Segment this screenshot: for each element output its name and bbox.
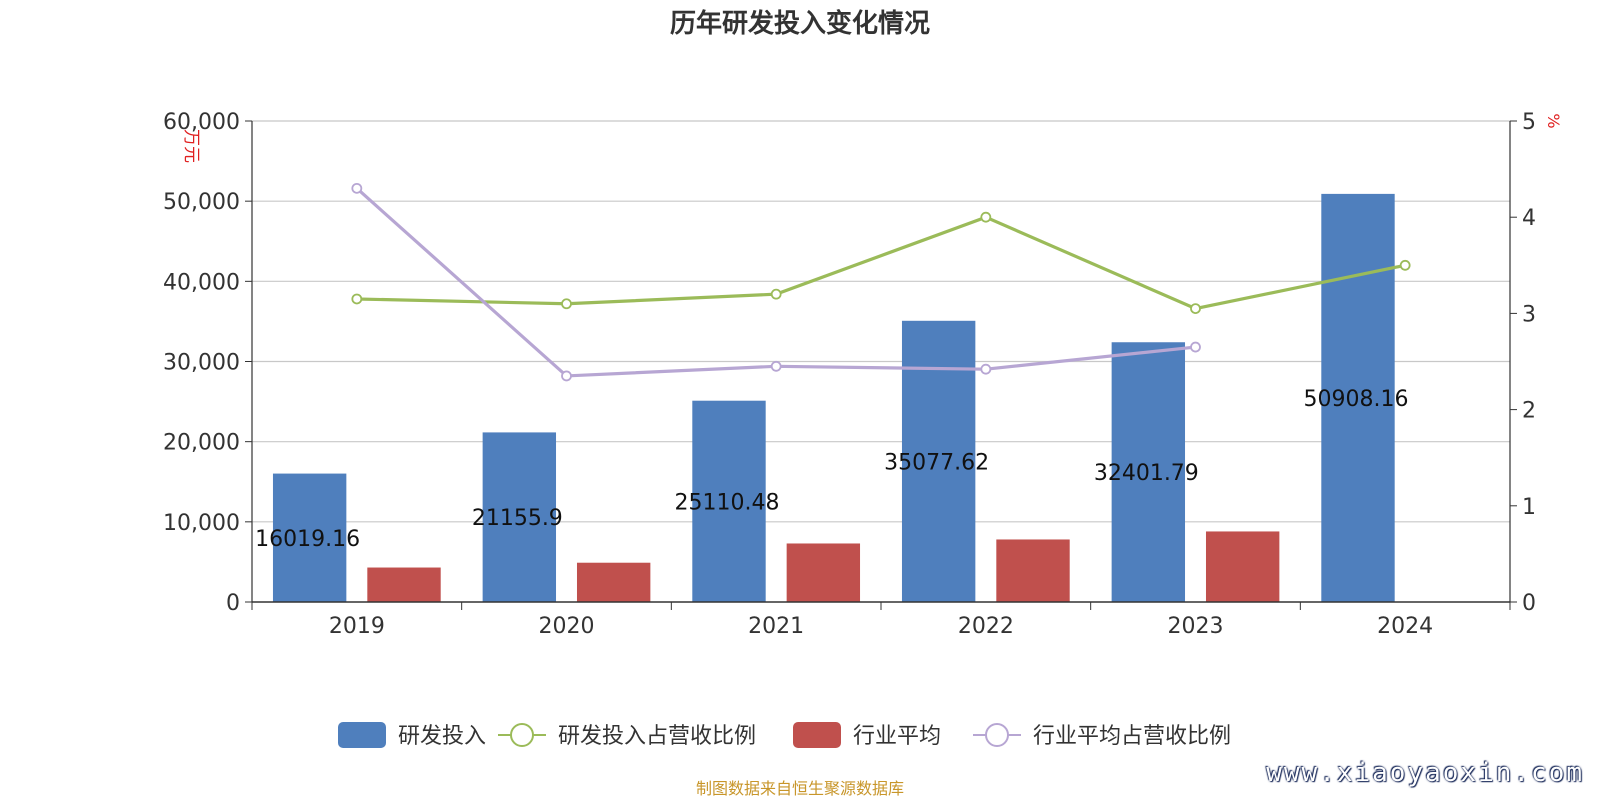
x-axis-tick-label: 2022 (958, 614, 1014, 639)
left-axis-tick-label: 10,000 (163, 511, 240, 536)
legend-label: 研发投入占营收比例 (558, 724, 756, 749)
series-line-3 (355, 187, 1196, 378)
bar-2024-rd (1321, 193, 1395, 603)
bar-2021-rd (692, 400, 766, 602)
bar-2020-industry (576, 562, 651, 602)
line-point (980, 363, 992, 375)
chart-title: 历年研发投入变化情况 (670, 8, 930, 39)
bar-2020-rd (482, 432, 557, 602)
left-axis-tick-label: 20,000 (163, 431, 240, 456)
line-point (561, 370, 572, 382)
legend-label: 行业平均占营收比例 (1033, 724, 1231, 749)
bar-2023-industry (1205, 531, 1280, 602)
right-axis-unit: % (1544, 113, 1563, 128)
right-axis-tick-label: 5 (1522, 110, 1536, 135)
bar-data-label: 32401.79 (1094, 461, 1199, 486)
axes: 0 10,000 20,000 30,000 40,000 50,000 60,000 0 1 2… (163, 110, 1536, 639)
x-axis-tick-label: 2020 (539, 614, 595, 639)
bar-2019-industry (367, 567, 441, 602)
bar-data-label: 16019.16 (255, 527, 360, 552)
line-point (1190, 341, 1201, 353)
legend: 研发投入 研发投入占营收比例 行业平均 行业平均占营收比例 (338, 722, 1231, 749)
chart-svg: 历年研发投入变化情况 万元 % 0 10,000 20,000 30,000 40,00… (163, 8, 1563, 749)
left-axis-tick-label: 50,000 (163, 190, 240, 215)
legend-swatch-bar (338, 722, 386, 748)
line-point (561, 298, 572, 310)
watermark: www.xiaoyaoxin.com (1266, 758, 1584, 788)
legend-label: 行业平均 (853, 724, 941, 749)
right-axis-tick-label: 3 (1522, 302, 1536, 327)
left-axis-tick-label: 60,000 (163, 110, 240, 135)
x-axis-tick-label: 2024 (1377, 614, 1433, 639)
line-point (351, 182, 363, 194)
legend-swatch-marker (985, 723, 1009, 747)
bar-data-label: 35077.62 (884, 450, 989, 475)
left-axis-tick-label: 30,000 (163, 351, 240, 376)
bar-data-label: 50908.16 (1303, 387, 1408, 412)
line-point (1190, 303, 1201, 314)
line-series (351, 182, 1411, 382)
legend-label: 研发投入 (398, 724, 486, 749)
x-axis-tick-label: 2021 (748, 614, 804, 639)
left-axis-tick-label: 0 (226, 591, 240, 616)
left-axis-unit: 万元 (181, 129, 201, 163)
bar-data-label: 21155.9 (472, 506, 563, 531)
data-labels: 16019.16 21155.9 25110.48 35077.62 32401.79 5… (255, 387, 1408, 552)
x-axis-tick-label: 2023 (1168, 614, 1224, 639)
bar-2023-rd (1111, 342, 1186, 602)
legend-swatch-bar (793, 722, 841, 748)
bar-series (272, 193, 1395, 603)
line-point (980, 211, 992, 223)
x-axis-tick-label: 2019 (329, 614, 385, 639)
bar-2019-rd (272, 473, 347, 602)
left-axis-tick-label: 40,000 (163, 270, 240, 295)
bar-2021-industry (786, 543, 861, 602)
line-point (770, 288, 782, 300)
grid-lines (252, 120, 1510, 523)
bar-data-label: 25110.48 (674, 490, 779, 515)
data-source-note: 制图数据来自恒生聚源数据库 (695, 779, 904, 798)
right-axis-tick-label: 0 (1522, 591, 1536, 616)
series-line-1 (356, 215, 1406, 311)
bar-2022-industry (996, 539, 1070, 602)
right-axis-tick-label: 4 (1522, 206, 1536, 231)
right-axis-tick-label: 1 (1522, 495, 1536, 520)
line-point (351, 293, 363, 305)
legend-swatch-marker (510, 723, 534, 747)
line-point (1399, 259, 1411, 271)
right-axis-tick-label: 2 (1522, 399, 1536, 424)
line-point (770, 360, 782, 372)
